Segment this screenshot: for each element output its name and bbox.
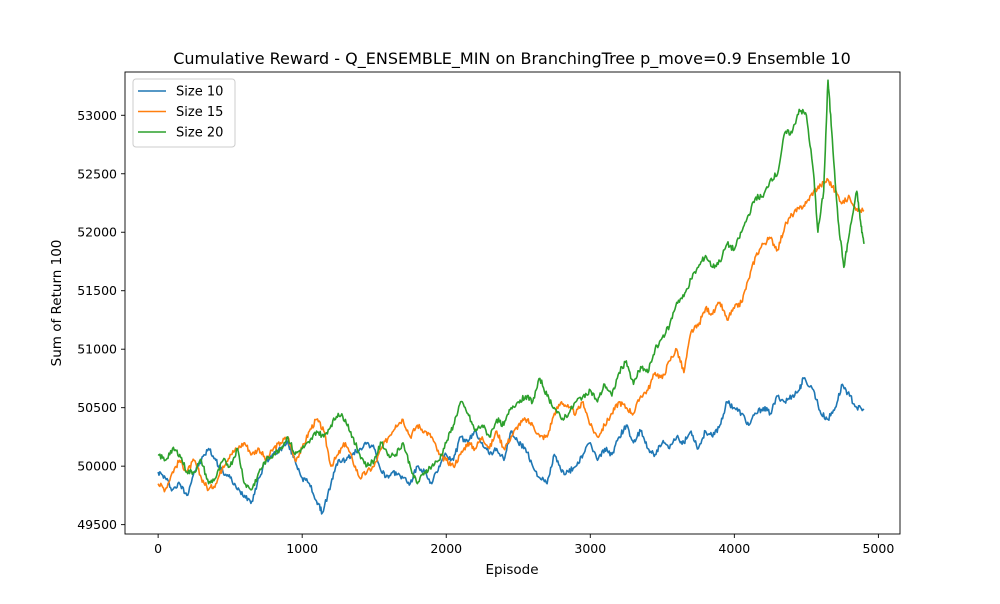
y-tick-label: 52000	[77, 225, 117, 240]
x-tick-label: 4000	[718, 541, 750, 556]
legend-label: Size 10	[176, 85, 223, 100]
x-tick-label: 1000	[286, 541, 318, 556]
x-tick-label: 0	[154, 541, 162, 556]
x-tick-label: 2000	[430, 541, 462, 556]
plot-area	[157, 79, 865, 515]
axes: 0 1000 2000 3000 4000 5000 49500 50000 50500 5100…	[77, 71, 901, 556]
y-tick-label: 50000	[77, 459, 117, 474]
x-tick-label: 3000	[574, 541, 606, 556]
y-tick-label: 53000	[77, 108, 117, 123]
legend-label: Size 20	[176, 126, 223, 141]
x-axis-label: Episode	[485, 562, 538, 578]
legend-label: Size 15	[176, 105, 223, 120]
plot-frame	[124, 71, 901, 535]
y-tick-label: 52500	[77, 166, 117, 181]
chart-title: Cumulative Reward - Q_ENSEMBLE_MIN on Br…	[173, 49, 851, 69]
legend: Size 10 Size 15 Size 20	[132, 78, 236, 148]
y-axis-label: Sum of Return 100	[49, 240, 65, 367]
y-tick-label: 51000	[77, 342, 117, 357]
y-tick-label: 50500	[77, 400, 117, 415]
y-tick-label: 49500	[77, 517, 117, 532]
legend-box	[132, 78, 236, 148]
series-line-3	[157, 79, 865, 491]
series-line-2	[157, 177, 865, 493]
y-tick-label: 51500	[77, 283, 117, 298]
x-tick-label: 5000	[862, 541, 894, 556]
